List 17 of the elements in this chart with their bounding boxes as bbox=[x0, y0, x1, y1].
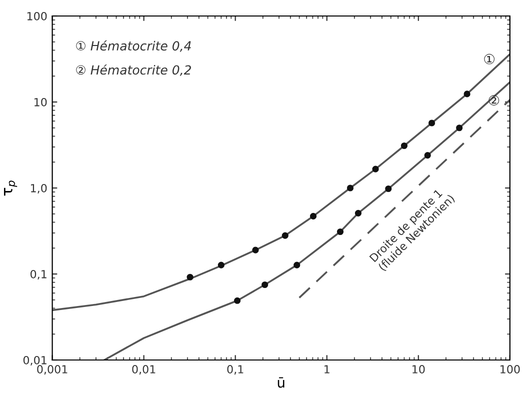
x-tick-label: 0,001 bbox=[37, 365, 68, 375]
x-tick-label: 100 bbox=[500, 365, 520, 374]
annotation: ② bbox=[488, 95, 500, 106]
x-tick-label: 0,1 bbox=[227, 365, 244, 375]
x-tick-label: 10 bbox=[412, 365, 425, 374]
y-tick-label: 0,01 bbox=[23, 356, 46, 366]
y-tick-label: 10 bbox=[34, 98, 47, 106]
y-tick-label: 1,0 bbox=[30, 184, 47, 194]
y-tick-label: 0,1 bbox=[30, 270, 46, 280]
annotation: ① Hématocrite 0,4 bbox=[76, 40, 191, 52]
annotation: ① bbox=[484, 54, 495, 64]
annotation: ② Hématocrite 0,2 bbox=[76, 64, 191, 76]
x-tick-label: 0,01 bbox=[132, 365, 156, 375]
y-axis-title: τ$_{p}$ bbox=[4, 180, 18, 196]
x-axis-title: ū bbox=[278, 377, 284, 388]
x-tick-label: 1 bbox=[324, 365, 330, 374]
y-tick-label: 100 bbox=[27, 12, 47, 20]
